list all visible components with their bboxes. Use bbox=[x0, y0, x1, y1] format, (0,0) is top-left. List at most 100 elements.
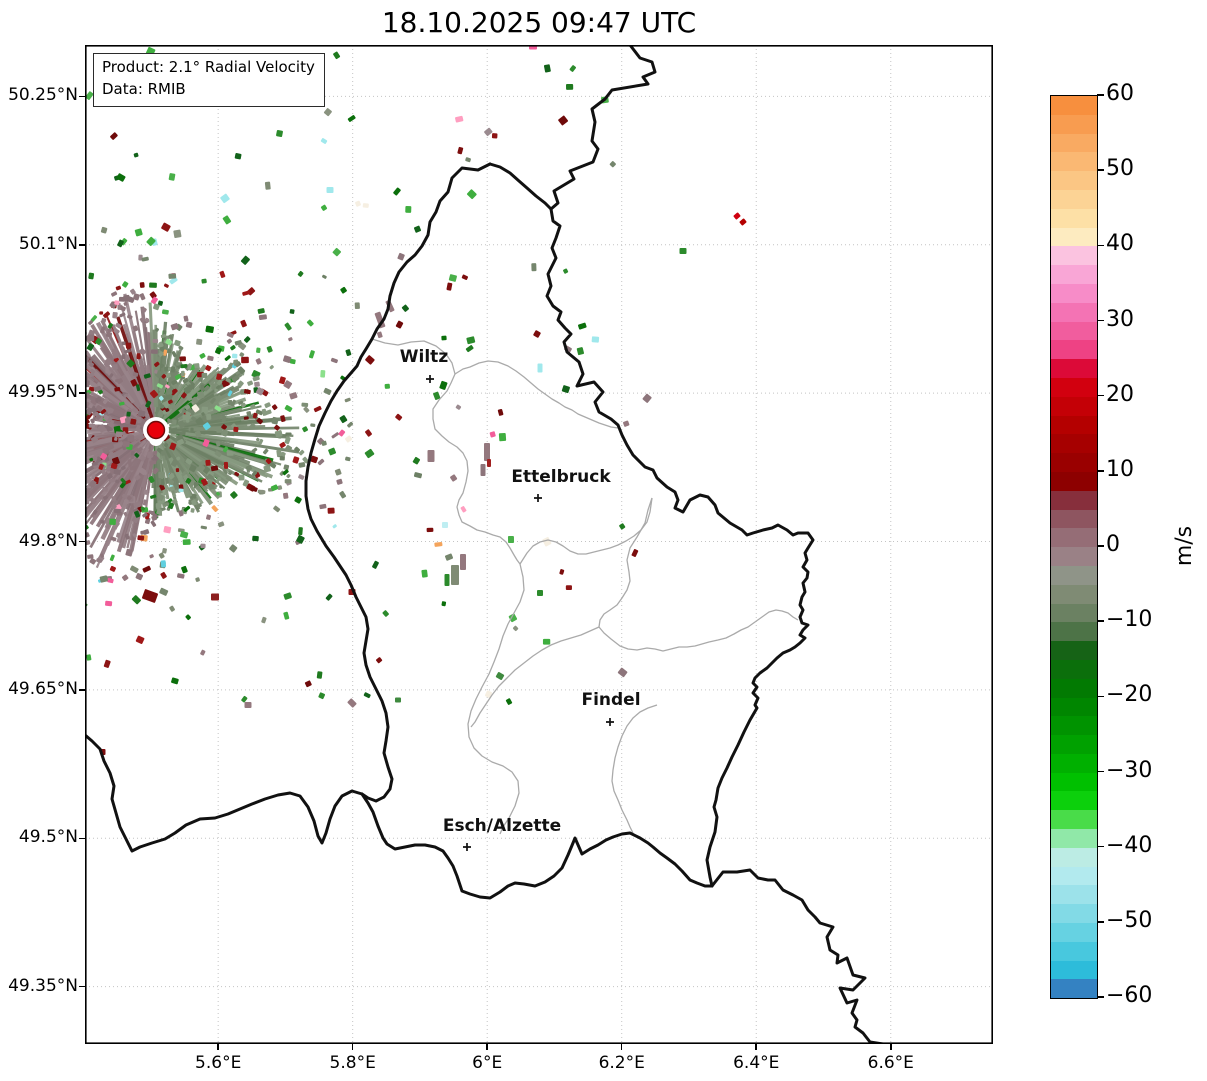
colorbar-band bbox=[1051, 265, 1097, 284]
data-source-label: Data: RMIB bbox=[102, 79, 186, 98]
colorbar-band bbox=[1051, 960, 1097, 980]
colorbar-band bbox=[1051, 885, 1097, 905]
x-axis-tick bbox=[620, 1044, 623, 1050]
colorbar bbox=[1050, 95, 1098, 999]
colorbar-tick-label: 10 bbox=[1106, 456, 1134, 482]
colorbar-band bbox=[1051, 622, 1097, 642]
colorbar-band bbox=[1051, 509, 1097, 529]
colorbar-band bbox=[1051, 565, 1097, 585]
colorbar-tick-label: −50 bbox=[1106, 907, 1153, 933]
colorbar-tick-label: −30 bbox=[1106, 757, 1153, 783]
colorbar-tick-label: −10 bbox=[1106, 607, 1153, 633]
colorbar-band bbox=[1051, 246, 1097, 266]
y-axis-tick-label: 49.35°N bbox=[8, 975, 78, 996]
grid-lines bbox=[85, 45, 993, 1044]
figure-title: 18.10.2025 09:47 UTC bbox=[381, 6, 697, 39]
colorbar-tick bbox=[1097, 169, 1104, 171]
colorbar-tick bbox=[1097, 319, 1104, 322]
y-axis-tick-label: 49.95°N bbox=[8, 382, 78, 403]
colorbar-band bbox=[1051, 829, 1097, 848]
district-borders bbox=[371, 338, 799, 835]
x-axis-tick bbox=[890, 1044, 892, 1050]
radar-velocity-field bbox=[85, 45, 747, 755]
colorbar-tick bbox=[1097, 244, 1104, 247]
city-marker bbox=[606, 718, 614, 726]
colorbar-band bbox=[1051, 283, 1097, 303]
city-label: Findel bbox=[581, 690, 640, 710]
y-axis-tick bbox=[79, 689, 85, 691]
x-axis-tick bbox=[486, 1044, 488, 1050]
city-marker bbox=[426, 375, 434, 383]
colorbar-band bbox=[1051, 359, 1097, 378]
colorbar-band bbox=[1051, 171, 1097, 190]
x-axis-tick-label: 6.6°E bbox=[867, 1053, 914, 1073]
colorbar-band bbox=[1051, 584, 1097, 604]
colorbar-band bbox=[1051, 923, 1097, 942]
colorbar-tick-label: −60 bbox=[1106, 983, 1153, 1008]
colorbar-units-label: m/s bbox=[1172, 525, 1197, 567]
x-axis-tick-label: 6.4°E bbox=[733, 1053, 780, 1073]
colorbar-band bbox=[1051, 114, 1097, 134]
colorbar-band bbox=[1051, 772, 1097, 792]
colorbar-tick bbox=[1097, 845, 1104, 848]
colorbar-tick bbox=[1097, 695, 1104, 698]
city-label: Wiltz bbox=[400, 347, 449, 367]
colorbar-tick bbox=[1097, 94, 1104, 96]
colorbar-band bbox=[1051, 133, 1097, 153]
colorbar-band bbox=[1051, 716, 1097, 736]
product-annotation-box: Product: 2.1° Radial Velocity Data: RMIB bbox=[93, 53, 325, 107]
map-plot-area: Wiltz Ettelbruck Findel Esch/Alzette bbox=[85, 45, 993, 1044]
x-axis-tick-label: 6.2°E bbox=[598, 1053, 645, 1073]
x-axis-tick bbox=[351, 1044, 354, 1050]
city-markers: Wiltz Ettelbruck Findel Esch/Alzette bbox=[400, 347, 641, 851]
colorbar-band bbox=[1051, 96, 1097, 115]
colorbar-band bbox=[1051, 528, 1097, 548]
colorbar-band bbox=[1051, 434, 1097, 454]
y-axis-tick-label: 50.25°N bbox=[8, 85, 78, 106]
colorbar-tick bbox=[1097, 921, 1104, 923]
colorbar-tick-label: 20 bbox=[1106, 381, 1134, 407]
city-label: Ettelbruck bbox=[511, 467, 611, 487]
city-marker bbox=[534, 494, 542, 502]
colorbar-tick bbox=[1097, 770, 1104, 773]
colorbar-band bbox=[1051, 791, 1097, 811]
colorbar-band bbox=[1051, 415, 1097, 435]
colorbar-band bbox=[1051, 377, 1097, 397]
city-marker bbox=[463, 843, 471, 851]
y-axis-tick bbox=[79, 95, 85, 98]
y-axis-tick-label: 50.1°N bbox=[18, 233, 78, 254]
colorbar-band bbox=[1051, 659, 1097, 679]
colorbar-band bbox=[1051, 340, 1097, 360]
colorbar-tick-label: −40 bbox=[1106, 832, 1153, 858]
x-axis-tick bbox=[217, 1044, 219, 1050]
x-axis-tick-label: 5.6°E bbox=[195, 1053, 242, 1073]
colorbar-band bbox=[1051, 302, 1097, 322]
product-label: Product: 2.1° Radial Velocity bbox=[102, 58, 315, 76]
colorbar-band bbox=[1051, 471, 1097, 491]
colorbar-tick bbox=[1097, 545, 1104, 547]
colorbar-tick-label: 30 bbox=[1106, 306, 1134, 332]
colorbar-band bbox=[1051, 753, 1097, 773]
y-axis-tick bbox=[79, 392, 85, 394]
colorbar-tick-label: 50 bbox=[1106, 156, 1134, 182]
colorbar-band bbox=[1051, 847, 1097, 867]
colorbar-band bbox=[1051, 321, 1097, 341]
colorbar-tick bbox=[1097, 996, 1104, 998]
colorbar-tick bbox=[1097, 470, 1104, 472]
y-axis-tick bbox=[79, 540, 85, 543]
colorbar-band bbox=[1051, 453, 1097, 472]
x-axis-tick-label: 6°E bbox=[472, 1053, 503, 1073]
colorbar-tick-label: 40 bbox=[1106, 231, 1134, 257]
colorbar-tick-label: −20 bbox=[1106, 682, 1153, 708]
colorbar-band bbox=[1051, 697, 1097, 717]
colorbar-band bbox=[1051, 603, 1097, 623]
country-borders bbox=[85, 45, 885, 1044]
radar-site-dot bbox=[143, 417, 169, 446]
colorbar-band bbox=[1051, 641, 1097, 660]
axes-spine bbox=[85, 45, 993, 1044]
colorbar-band bbox=[1051, 208, 1097, 228]
y-axis-tick-label: 49.65°N bbox=[8, 678, 78, 699]
colorbar-band bbox=[1051, 904, 1097, 924]
colorbar-band bbox=[1051, 547, 1097, 566]
colorbar-band bbox=[1051, 735, 1097, 754]
